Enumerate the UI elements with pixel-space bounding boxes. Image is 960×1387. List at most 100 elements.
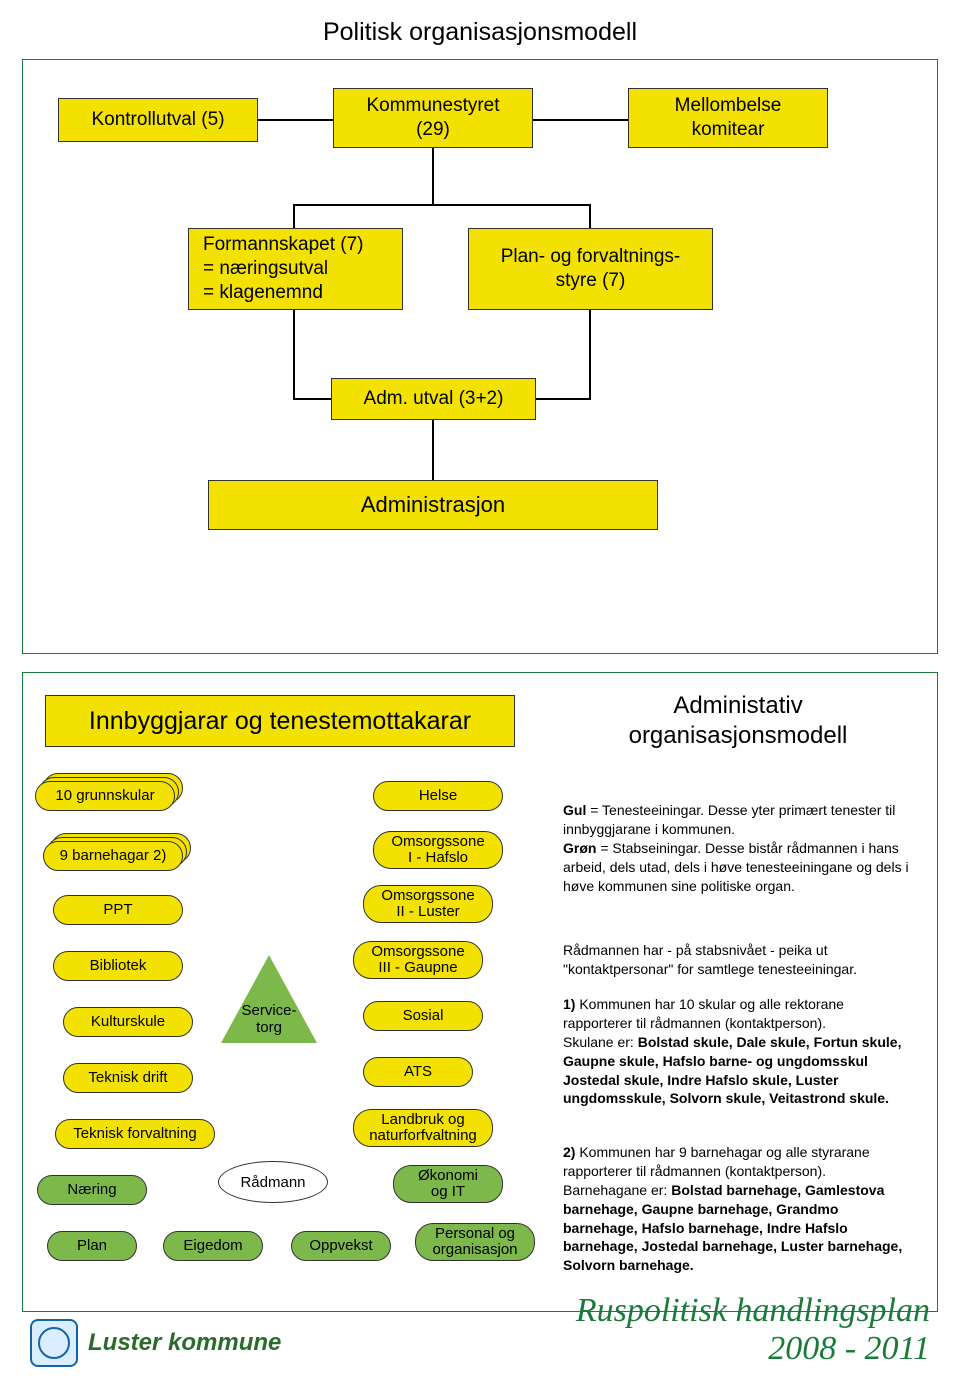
- label: 2): [563, 1144, 575, 1160]
- box-adm-utval: Adm. utval (3+2): [331, 378, 536, 420]
- label: = næringsutval: [203, 257, 328, 281]
- box-kommunestyret: Kommunestyret (29): [333, 88, 533, 148]
- pill-grunnskular: 10 grunnskular: [35, 781, 175, 811]
- triangle-label: Service- torg: [237, 1003, 301, 1036]
- label: Rådmannen har - på stabsnivået - peika u…: [563, 942, 857, 977]
- label: PPT: [103, 902, 132, 919]
- box-plan-forvaltning: Plan- og forvaltnings- styre (7): [468, 228, 713, 310]
- pill-teknisk-drift: Teknisk drift: [63, 1063, 193, 1093]
- label: Adm. utval (3+2): [364, 387, 504, 411]
- label: Omsorgssone: [391, 834, 484, 851]
- pill-plan: Plan: [47, 1231, 137, 1261]
- label: Rådmann: [240, 1174, 305, 1191]
- label: 9 barnehagar 2): [60, 848, 167, 865]
- label: = Stabseiningar. Desse bistår rådmannen …: [563, 840, 909, 894]
- pill-eigedom: Eigedom: [163, 1231, 263, 1261]
- kommune-name: Luster kommune: [88, 1329, 281, 1357]
- pill-bibliotek: Bibliotek: [53, 951, 183, 981]
- label: (29): [416, 118, 450, 142]
- connector: [293, 204, 591, 206]
- page-title: Politisk organisasjonsmodell: [0, 0, 960, 59]
- label: 1): [563, 996, 575, 1012]
- pill-ppt: PPT: [53, 895, 183, 925]
- label: Formannskapet (7): [203, 233, 364, 257]
- connector: [432, 148, 434, 206]
- pill-omsorg1: Omsorgssone I - Hafslo: [373, 831, 503, 869]
- label: ATS: [404, 1064, 432, 1081]
- box-formannskapet: Formannskapet (7) = næringsutval = klage…: [188, 228, 403, 310]
- label: Plan- og forvaltnings-: [501, 245, 681, 269]
- label: Bibliotek: [90, 958, 147, 975]
- label: Barnehagane er:: [563, 1182, 671, 1198]
- label: organisasjon: [432, 1242, 517, 1259]
- connector: [533, 119, 628, 121]
- label: Service-: [241, 1002, 296, 1019]
- connector: [293, 204, 295, 228]
- label: Kontrollutval (5): [91, 108, 224, 132]
- label: Innbyggjarar og tenestemottakarar: [89, 707, 471, 736]
- label: komitear: [692, 118, 765, 142]
- pill-ats: ATS: [363, 1057, 473, 1087]
- label: 2008 - 2011: [768, 1330, 930, 1367]
- label: Økonomi: [418, 1168, 478, 1185]
- label: Personal og: [435, 1226, 515, 1243]
- connector: [589, 310, 591, 400]
- pill-omsorg3: Omsorgssone III - Gaupne: [353, 941, 483, 979]
- label: Mellombelse: [675, 94, 782, 118]
- footer-right: Ruspolitisk handlingsplan 2008 - 2011: [576, 1292, 930, 1367]
- pill-sosial: Sosial: [363, 1001, 483, 1031]
- label: Teknisk drift: [88, 1070, 167, 1087]
- label: naturforfvaltning: [369, 1128, 477, 1145]
- label: III - Gaupne: [378, 960, 457, 977]
- label: Helse: [419, 788, 457, 805]
- administrative-model-frame: Innbyggjarar og tenestemottakarar Admini…: [22, 672, 938, 1312]
- label: 10 grunnskular: [55, 788, 154, 805]
- pill-barnehagar: 9 barnehagar 2): [43, 841, 183, 871]
- box-kontrollutval: Kontrollutval (5): [58, 98, 258, 142]
- label: Omsorgssone: [371, 944, 464, 961]
- admin-title: Administativ organisasjonsmodell: [593, 691, 883, 751]
- label: Kommunen har 10 skular og alle rektorane…: [563, 996, 844, 1031]
- pill-naering: Næring: [37, 1175, 147, 1205]
- pill-okonomi: Økonomi og IT: [393, 1165, 503, 1203]
- label: Kommunen har 9 barnehagar og alle styrar…: [563, 1144, 870, 1179]
- desc-note2: 2) Kommunen har 9 barnehagar og alle sty…: [563, 1143, 913, 1275]
- label: Omsorgssone: [381, 888, 474, 905]
- political-model-frame: Kontrollutval (5) Kommunestyret (29) Mel…: [22, 59, 938, 654]
- label: Kommunestyret: [366, 94, 499, 118]
- box-administrasjon: Administrasjon: [208, 480, 658, 530]
- label: Landbruk og: [381, 1112, 464, 1129]
- box-innbyggjarar: Innbyggjarar og tenestemottakarar: [45, 695, 515, 747]
- label: Skulane er:: [563, 1034, 638, 1050]
- label: Ruspolitisk handlingsplan: [576, 1292, 930, 1329]
- pill-helse: Helse: [373, 781, 503, 811]
- logo-icon: [30, 1319, 78, 1367]
- label: I - Hafslo: [408, 850, 468, 867]
- label: II - Luster: [396, 904, 459, 921]
- pill-oppvekst: Oppvekst: [291, 1231, 391, 1261]
- connector: [293, 310, 295, 400]
- pill-personal: Personal og organisasjon: [415, 1223, 535, 1261]
- label: Sosial: [403, 1008, 444, 1025]
- pill-landbruk: Landbruk og naturforfvaltning: [353, 1109, 493, 1147]
- label: = Tenesteeiningar. Desse yter primært te…: [563, 802, 895, 837]
- label: Plan: [77, 1238, 107, 1255]
- pill-kulturskule: Kulturskule: [63, 1007, 193, 1037]
- pill-omsorg2: Omsorgssone II - Luster: [363, 885, 493, 923]
- label: = klagenemnd: [203, 281, 323, 305]
- label: Grøn: [563, 840, 596, 856]
- pill-teknisk-forvaltning: Teknisk forvaltning: [55, 1119, 215, 1149]
- label: torg: [256, 1019, 282, 1036]
- label: Kulturskule: [91, 1014, 165, 1031]
- label: Teknisk forvaltning: [73, 1126, 196, 1143]
- label: Oppvekst: [309, 1238, 372, 1255]
- label: Administrasjon: [361, 491, 505, 519]
- label: organisasjonsmodell: [629, 722, 848, 749]
- box-mellombelse: Mellombelse komitear: [628, 88, 828, 148]
- label: Næring: [67, 1182, 116, 1199]
- connector: [589, 204, 591, 228]
- label: Administativ: [673, 692, 802, 719]
- label: styre (7): [556, 269, 626, 293]
- label: og IT: [431, 1184, 465, 1201]
- desc-note1: 1) Kommunen har 10 skular og alle rektor…: [563, 995, 913, 1108]
